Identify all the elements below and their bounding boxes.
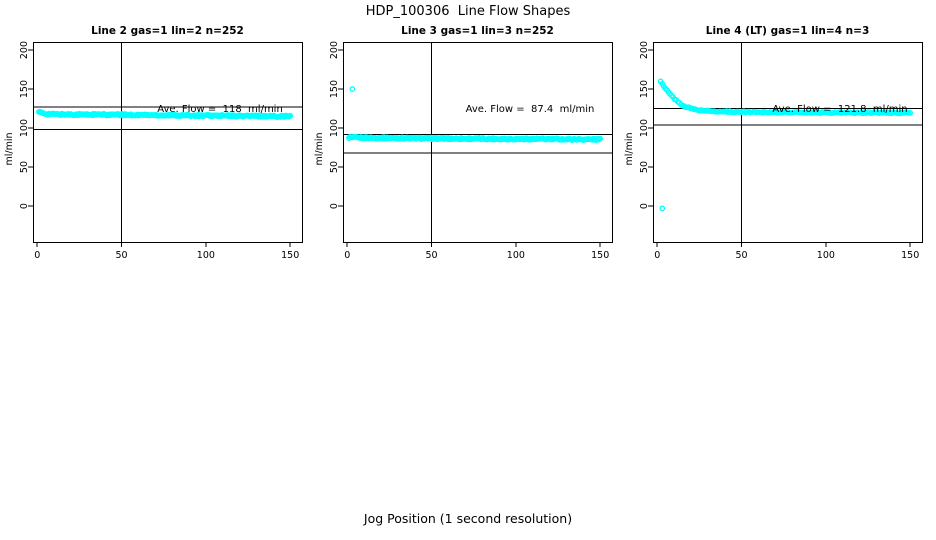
x-tick-label: 150 bbox=[901, 250, 919, 261]
data-point bbox=[596, 136, 603, 143]
panel-line4: Line 4 (LT) gas=1 lin=4 n=3 ml/min 0 50 10… bbox=[620, 20, 932, 272]
y-tick-label: 200 bbox=[329, 41, 340, 59]
x-tick-label: 100 bbox=[507, 250, 525, 261]
x-tick-label: 100 bbox=[197, 250, 215, 261]
plot-svg-2: 0 50 100 150 0 50 100 150 200 bbox=[639, 41, 923, 261]
y-tick-label: 50 bbox=[19, 161, 30, 173]
x-tick-label: 0 bbox=[654, 250, 660, 261]
data-point bbox=[907, 109, 914, 116]
panel-line3: Line 3 gas=1 lin=3 n=252 ml/min 0 50 100 15… bbox=[310, 20, 622, 272]
y-tick-label: 200 bbox=[639, 41, 650, 59]
y-tick-label: 150 bbox=[639, 80, 650, 98]
axes: 0 50 100 150 0 50 100 150 200 bbox=[329, 41, 609, 261]
y-tick-label: 150 bbox=[329, 80, 340, 98]
x-tick-label: 100 bbox=[817, 250, 835, 261]
plot-frame bbox=[33, 42, 303, 243]
x-tick-label: 0 bbox=[34, 250, 40, 261]
outlier-point bbox=[349, 86, 356, 92]
ave-flow-annotation: Ave. Flow = 121.8 ml/min bbox=[772, 104, 908, 115]
data-point bbox=[287, 112, 294, 119]
y-tick-label: 0 bbox=[19, 203, 30, 209]
data-points bbox=[346, 86, 604, 143]
plot-svg-0: 0 50 100 150 0 50 100 150 200 bbox=[19, 41, 303, 261]
y-tick-label: 100 bbox=[639, 119, 650, 137]
plot-frame bbox=[343, 42, 613, 243]
y-tick-label: 0 bbox=[329, 203, 340, 209]
y-tick-label: 50 bbox=[639, 161, 650, 173]
y-tick-label: 50 bbox=[329, 161, 340, 173]
data-point bbox=[597, 135, 604, 142]
y-tick-label: 0 bbox=[639, 203, 650, 209]
x-tick-label: 150 bbox=[591, 250, 609, 261]
y-tick-label: 100 bbox=[19, 119, 30, 137]
x-tick-label: 0 bbox=[344, 250, 350, 261]
figure-title: HDP_100306 Line Flow Shapes bbox=[365, 4, 571, 19]
data-points bbox=[657, 78, 914, 212]
plot-frame bbox=[653, 42, 923, 243]
y-tick-label: 200 bbox=[19, 41, 30, 59]
ave-flow-annotation: Ave. Flow = 87.4 ml/min bbox=[465, 104, 595, 115]
data-points bbox=[36, 108, 294, 120]
axes: 0 50 100 150 0 50 100 150 200 bbox=[639, 41, 919, 261]
panel-line2-title: Line 2 gas=1 lin=2 n=252 bbox=[91, 25, 244, 37]
x-tick-label: 150 bbox=[281, 250, 299, 261]
outlier-point bbox=[659, 205, 666, 212]
x-axis-label: Jog Position (1 second resolution) bbox=[363, 511, 573, 526]
panel-line2: Line 2 gas=1 lin=2 n=252 ml/min 0 50 100 15… bbox=[0, 20, 312, 272]
axes: 0 50 100 150 0 50 100 150 200 bbox=[19, 41, 299, 261]
y-tick-label: 100 bbox=[329, 119, 340, 137]
x-tick-label: 50 bbox=[115, 250, 127, 261]
panel-line3-title: Line 3 gas=1 lin=3 n=252 bbox=[401, 25, 554, 37]
ave-flow-annotation: Ave. Flow = 118 ml/min bbox=[157, 104, 283, 115]
plot-svg-1: 0 50 100 150 0 50 100 150 200 bbox=[329, 41, 613, 261]
x-tick-label: 50 bbox=[425, 250, 437, 261]
y-tick-label: 150 bbox=[19, 80, 30, 98]
x-tick-label: 50 bbox=[735, 250, 747, 261]
panel-line4-title: Line 4 (LT) gas=1 lin=4 n=3 bbox=[705, 25, 870, 37]
